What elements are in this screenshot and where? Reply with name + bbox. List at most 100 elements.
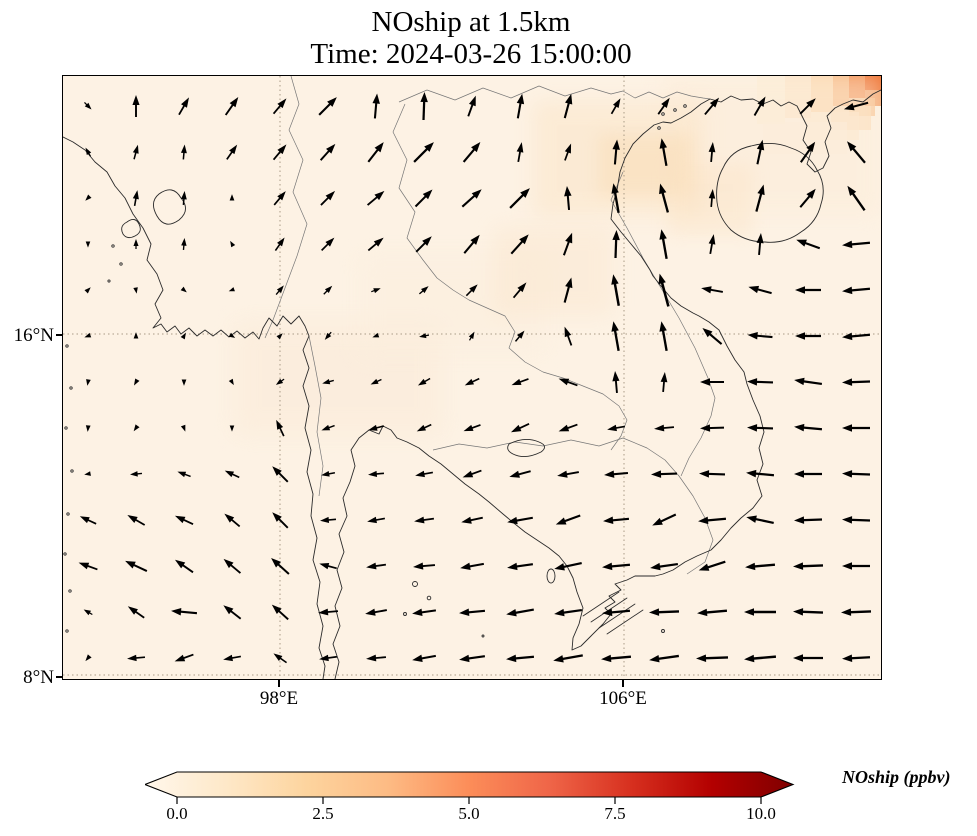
wind-arrow: [794, 423, 823, 432]
wind-arrow: [700, 424, 725, 432]
wind-arrow: [563, 277, 573, 303]
wind-arrow: [516, 93, 525, 119]
wind-arrow: [602, 608, 631, 617]
wind-arrow: [181, 191, 187, 206]
wind-quiver-layer: [78, 92, 872, 664]
wind-arrow: [319, 562, 337, 570]
wind-arrow: [418, 286, 429, 295]
coastline-layer: [63, 76, 881, 679]
wind-arrow: [321, 470, 336, 477]
wind-arrow: [318, 608, 339, 616]
heat-patch: [358, 251, 548, 356]
wind-arrow: [276, 419, 285, 437]
wind-arrow: [708, 234, 716, 255]
wind-arrow: [659, 321, 668, 351]
country-borders: [264, 76, 716, 575]
wind-arrow: [127, 515, 146, 526]
colorbar: [145, 771, 795, 804]
wind-arrow: [459, 654, 486, 663]
wind-arrow: [842, 424, 870, 432]
wind-arrow: [708, 189, 716, 208]
wind-arrow: [607, 424, 626, 432]
wind-arrow: [464, 377, 480, 386]
wind-arrow: [85, 194, 92, 201]
wind-arrow: [125, 560, 148, 572]
wind-arrow: [174, 515, 194, 526]
wind-arrow: [794, 470, 822, 478]
wind-arrow: [177, 471, 191, 478]
wind-arrow: [324, 331, 332, 340]
wind-arrow: [612, 230, 620, 259]
wind-arrow: [461, 516, 483, 524]
y-axis-label-8n: 8°N: [23, 667, 54, 688]
wind-arrow: [171, 608, 198, 616]
tonle-sap-lake: [507, 439, 545, 457]
wind-arrow: [564, 186, 572, 211]
wind-arrow: [841, 608, 872, 616]
myanmar-islands: [121, 189, 186, 239]
colorbar-ticks: [176, 797, 762, 804]
wind-arrow: [468, 331, 475, 341]
wind-arrow: [462, 142, 481, 163]
wind-arrow: [553, 654, 583, 663]
coastlines: [63, 89, 881, 679]
wind-arrow: [127, 654, 146, 662]
wind-arrow: [368, 470, 385, 477]
wind-arrow: [413, 562, 436, 570]
wind-arrow: [84, 287, 91, 294]
wind-arrow: [611, 321, 620, 351]
wind-arrow: [228, 378, 234, 386]
small-islands: [63, 104, 687, 638]
wind-arrow: [748, 285, 772, 295]
wind-arrow: [463, 234, 480, 254]
wind-arrow: [367, 516, 386, 524]
wind-arrow: [847, 185, 866, 211]
wind-arrow: [414, 516, 435, 524]
map-plot-area: [62, 75, 882, 680]
heatmap-layer: [63, 76, 881, 679]
wind-arrow: [793, 562, 824, 570]
wind-arrow: [509, 188, 530, 209]
wind-arrow: [416, 423, 432, 432]
wind-arrow: [555, 514, 581, 525]
wind-arrow: [84, 471, 91, 476]
wind-arrow: [365, 608, 387, 616]
wind-arrow: [604, 470, 629, 478]
wind-arrow: [366, 190, 385, 206]
wind-arrow: [611, 274, 620, 306]
wind-arrow: [756, 233, 764, 256]
wind-arrow: [659, 138, 668, 166]
wind-arrow: [699, 470, 726, 478]
wind-arrow: [795, 286, 821, 294]
x-tick-106e: [622, 680, 624, 687]
wind-arrow: [319, 143, 336, 161]
wind-arrow: [419, 333, 430, 339]
wind-arrow: [842, 654, 871, 662]
wind-arrow: [701, 286, 723, 294]
colorbar-tick-label-2: 5.0: [458, 804, 480, 823]
wind-arrow: [412, 608, 437, 616]
wind-arrow: [180, 286, 187, 293]
wind-arrow: [611, 183, 620, 213]
wind-arrow: [506, 608, 534, 617]
x-axis-label-106e: 106°E: [599, 688, 647, 709]
wind-arrow: [130, 471, 143, 477]
wind-arrow: [275, 285, 284, 296]
wind-arrow: [660, 372, 668, 393]
wind-arrow: [226, 144, 238, 160]
wind-arrow: [649, 608, 680, 616]
wind-arrow: [229, 425, 235, 432]
wind-arrow: [229, 194, 235, 201]
graticule: [63, 76, 881, 679]
wind-arrow: [649, 654, 680, 663]
wind-arrow: [793, 654, 823, 662]
wind-arrow: [273, 191, 286, 206]
wind-arrow: [462, 469, 482, 478]
wind-arrow: [230, 240, 236, 248]
wind-arrow: [514, 330, 525, 342]
colorbar-tick-label-4: 10.0: [746, 804, 776, 823]
wind-arrow: [412, 654, 436, 663]
wind-arrow: [83, 609, 93, 616]
wind-arrow: [84, 102, 92, 110]
